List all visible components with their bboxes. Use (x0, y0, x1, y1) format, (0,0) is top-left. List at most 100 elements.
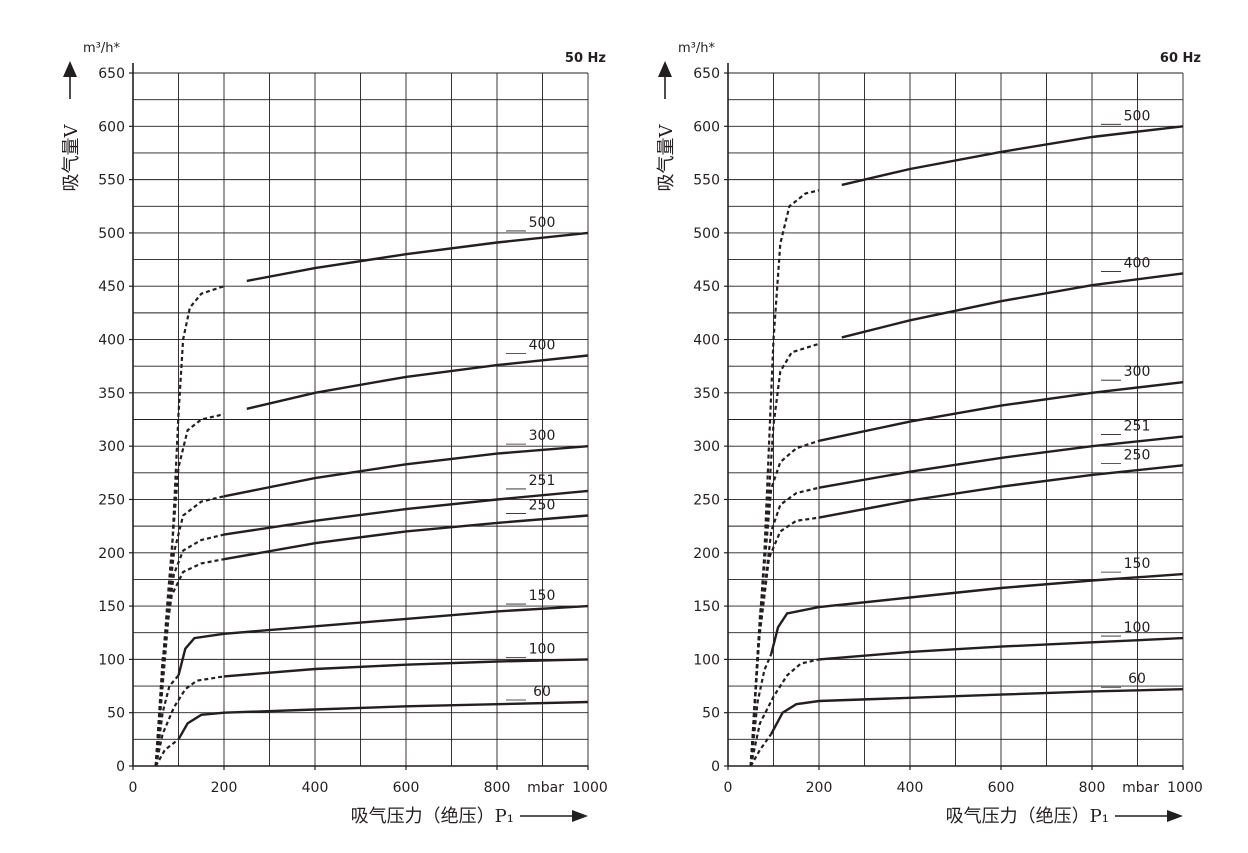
series-line-solid (246, 231, 589, 283)
series-300: 300 (749, 364, 1184, 767)
y-tick-label: 100 (98, 652, 125, 668)
series-60: 60 (749, 671, 1184, 767)
y-tick-label: 300 (693, 439, 720, 455)
series-150: 150 (749, 556, 1184, 767)
series-label: 500 (1124, 108, 1151, 124)
series-line-dashed (154, 675, 225, 767)
series-line-solid (841, 125, 1184, 187)
series-label: 250 (529, 497, 556, 513)
series-400: 400 (154, 338, 589, 767)
y-tick-label: 250 (693, 492, 720, 508)
y-tick-label: 50 (107, 706, 125, 722)
grid (728, 72, 1184, 766)
y-axis-title: 吸气量V (656, 124, 677, 192)
series-label: 300 (1124, 364, 1151, 380)
y-tick-label: 650 (98, 66, 125, 82)
y-tick-label: 0 (711, 759, 720, 775)
y-tick-label: 150 (98, 599, 125, 615)
series-line-dashed (154, 285, 225, 767)
series-500: 500 (749, 108, 1184, 767)
x-unit-label: mbar (527, 780, 564, 796)
series-line-dashed (154, 533, 225, 767)
x-unit-label: mbar (1122, 780, 1159, 796)
y-tick-label: 600 (98, 119, 125, 135)
y-tick-label: 250 (98, 492, 125, 508)
x-tick-label: 800 (484, 780, 511, 796)
series-line-solid (223, 514, 589, 561)
x-tick-label: 0 (724, 780, 733, 796)
y-tick-label: 50 (702, 706, 720, 722)
series-500: 500 (154, 215, 589, 767)
series-line-solid (246, 354, 589, 410)
y-tick-label: 500 (98, 226, 125, 242)
series-line-dashed (749, 653, 773, 767)
x-axis-arrow-icon (572, 810, 588, 822)
series-400: 400 (749, 255, 1184, 767)
y-tick-label: 450 (693, 279, 720, 295)
series-label: 400 (529, 338, 556, 354)
series-label: 400 (1124, 255, 1151, 271)
series-250: 250 (154, 497, 589, 767)
series-label: 500 (529, 215, 556, 231)
y-axis-arrow-icon (63, 61, 77, 77)
series-label: 100 (1124, 620, 1151, 636)
x-tick-label: 600 (393, 780, 420, 796)
series-line-dashed (749, 733, 773, 767)
series-label: 100 (529, 641, 556, 657)
x-tick-label: 0 (129, 780, 138, 796)
y-tick-label: 300 (98, 439, 125, 455)
x-axis-title: 吸气压力（绝压）P₁ (946, 806, 1109, 827)
y-axis-arrow-icon (658, 61, 672, 77)
series-line-solid (818, 435, 1184, 489)
x-axis-title: 吸气压力（绝压）P₁ (351, 806, 514, 827)
series-line-solid (818, 636, 1184, 661)
chart-panel-50hz: 0 50 100 150 200 250 300 350 400 450 500 550 600 650 0… (61, 41, 608, 827)
frequency-label: 50 Hz (565, 51, 606, 66)
series-line-solid (177, 604, 589, 676)
series-100: 100 (749, 620, 1184, 767)
y-tick-label: 650 (693, 66, 720, 82)
series-line-solid (770, 688, 1184, 735)
x-tick-label: 600 (988, 780, 1015, 796)
x-tick-label: 800 (1079, 780, 1106, 796)
chart-panel-60hz: 0 50 100 150 200 250 300 350 400 450 500 550 600 650 0… (656, 41, 1203, 827)
series-label: 150 (529, 588, 556, 604)
series-label: 250 (1124, 447, 1151, 463)
x-tick-label: 1000 (1167, 780, 1203, 796)
y-tick-label: 450 (98, 279, 125, 295)
y-tick-label: 200 (98, 546, 125, 562)
series-line-solid (818, 464, 1184, 519)
y-tick-label: 0 (116, 759, 125, 775)
y-tick-label: 400 (98, 333, 125, 349)
y-axis-title: 吸气量V (61, 124, 82, 192)
series-251: 251 (154, 473, 589, 767)
x-tick-label: 400 (302, 780, 329, 796)
y-tick-label: 350 (693, 386, 720, 402)
series-line-dashed (749, 439, 820, 767)
series-line-dashed (749, 516, 820, 767)
series-line-solid (223, 445, 589, 498)
x-tick-label: 200 (806, 780, 833, 796)
y-tick-label: 150 (693, 599, 720, 615)
y-tick-label: 550 (98, 173, 125, 189)
y-tick-label: 350 (98, 386, 125, 402)
series-100: 100 (154, 641, 589, 767)
series-150: 150 (154, 588, 589, 767)
series-line-solid (818, 381, 1184, 442)
series-line-solid (770, 572, 1184, 655)
y-tick-label: 550 (693, 173, 720, 189)
series-label: 60 (533, 684, 551, 700)
y-tick-label: 500 (693, 226, 720, 242)
series-label: 251 (1124, 419, 1151, 435)
series-300: 300 (154, 428, 589, 767)
series-line-dashed (154, 738, 180, 767)
grid (133, 72, 589, 766)
y-unit-label: m³/h* (678, 41, 715, 56)
series-250: 250 (749, 447, 1184, 767)
series-line-dashed (749, 658, 820, 767)
y-tick-label: 400 (693, 333, 720, 349)
y-tick-label: 100 (693, 652, 720, 668)
series-line-solid (223, 658, 589, 678)
frequency-label: 60 Hz (1160, 51, 1201, 66)
